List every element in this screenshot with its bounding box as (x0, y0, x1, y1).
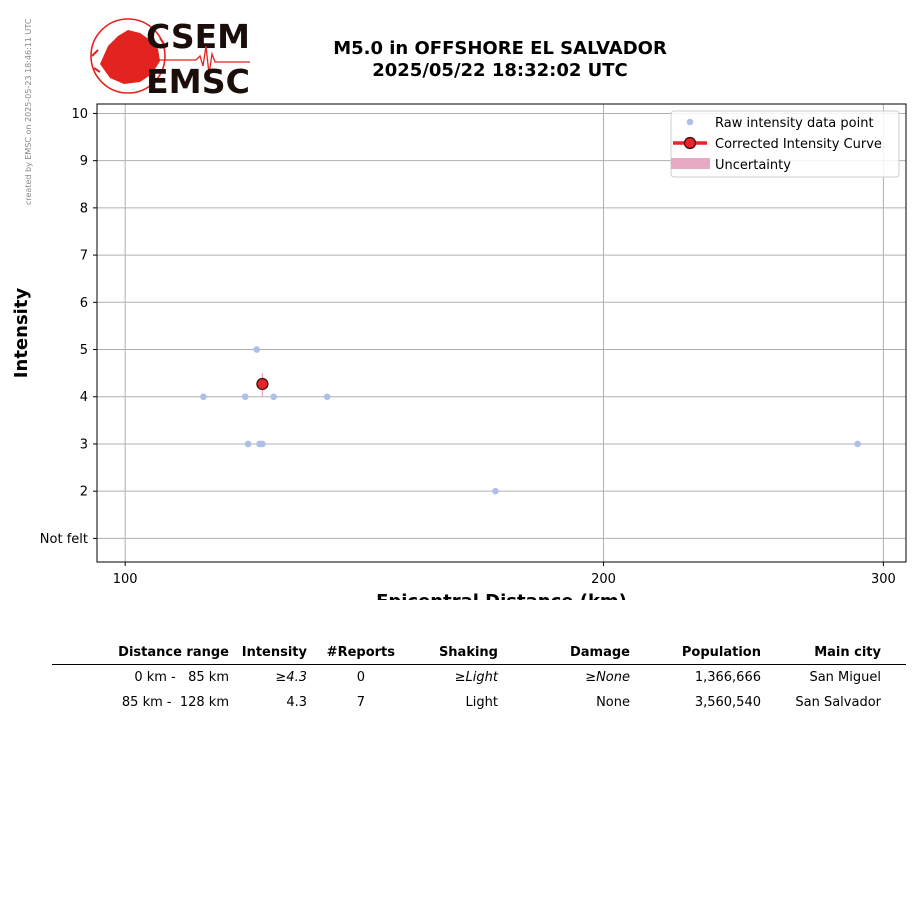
x-tick-label: 200 (591, 572, 616, 587)
legend-label: Corrected Intensity Curve (715, 137, 882, 152)
cell-shaking: ≥Light (454, 670, 498, 685)
chart-title: M5.0 in OFFSHORE EL SALVADOR 2025/05/22 … (290, 38, 710, 82)
y-tick-label: 3 (80, 437, 88, 452)
legend-label: Raw intensity data point (715, 116, 874, 131)
raw-data-point (323, 393, 331, 401)
legend-label: Uncertainty (715, 158, 791, 173)
table-row: 0 km - 85 km ≥4.3 0 ≥Light ≥None 1,366,6… (52, 665, 906, 690)
col-main-city: Main city (814, 644, 881, 660)
col-reports: #Reports (326, 644, 395, 660)
y-tick-label: 7 (80, 249, 88, 264)
logo-text-csem: CSEM (146, 17, 250, 56)
cell-intensity: ≥4.3 (275, 670, 307, 685)
y-tick-label: Not felt (40, 532, 88, 547)
legend-patch-uncertainty (671, 158, 710, 169)
intensity-table: Distance range Intensity #Reports Shakin… (52, 640, 906, 715)
corrected-intensity-point (256, 377, 269, 391)
col-damage: Damage (569, 644, 630, 660)
cell-reports: 7 (356, 695, 365, 710)
intensity-chart: Not felt 2 3 4 5 6 7 8 9 10 100 200 300 Epicentral Di… (11, 103, 907, 600)
cell-main-city: San Salvador (795, 695, 881, 710)
legend-marker-curve (683, 136, 697, 150)
legend-box (670, 110, 900, 178)
raw-data-point (270, 393, 277, 401)
x-tick-label: 100 (113, 572, 138, 587)
cell-distance-range: 85 km - 128 km (121, 695, 229, 710)
y-axis-label: Intensity (11, 288, 32, 379)
logo-globe-map (100, 30, 160, 84)
logo-text-emsc: EMSC (146, 62, 250, 100)
y-tick-label: 6 (80, 296, 88, 311)
cell-reports: 0 (356, 670, 365, 685)
cell-damage: ≥None (585, 670, 630, 685)
legend-marker-raw (686, 118, 694, 126)
raw-data-point (256, 440, 263, 448)
y-tick-label: 2 (80, 485, 88, 500)
y-tick-label: 4 (80, 390, 88, 405)
y-tick-label: 8 (80, 201, 88, 216)
cell-main-city: San Miguel (809, 670, 881, 685)
cell-population: 1,366,666 (694, 670, 761, 685)
x-tick-label: 300 (871, 572, 896, 587)
title-event: M5.0 in OFFSHORE EL SALVADOR (333, 38, 667, 59)
emsc-logo: CSEM EMSC (90, 17, 250, 100)
x-axis-label: Epicentral Distance (km) (376, 591, 627, 600)
cell-distance-range: 0 km - 85 km (134, 670, 229, 685)
table-header-row: Distance range Intensity #Reports Shakin… (52, 640, 906, 665)
cell-shaking: Light (465, 695, 498, 710)
cell-damage: None (596, 695, 630, 710)
cell-intensity: 4.3 (286, 695, 307, 710)
col-population: Population (681, 644, 761, 660)
raw-data-point (854, 440, 861, 448)
table-row: 85 km - 128 km 4.3 7 Light None 3,560,54… (52, 690, 906, 715)
raw-data-point (492, 487, 499, 495)
cell-population: 3,560,540 (694, 695, 761, 710)
raw-data-point (253, 346, 261, 353)
col-intensity: Intensity (241, 644, 307, 660)
logo-seismogram (146, 45, 250, 75)
col-distance-range: Distance range (118, 644, 229, 660)
col-shaking: Shaking (438, 644, 498, 660)
y-tick-label: 5 (80, 343, 88, 358)
title-datetime: 2025/05/22 18:32:02 UTC (372, 60, 628, 81)
raw-data-point (241, 393, 249, 401)
raw-data-point (244, 440, 252, 448)
watermark-text: created by EMSC on 2025-05-23 18:46:11 U… (24, 18, 33, 205)
y-tick-label: 9 (80, 154, 88, 169)
plot-frame (96, 103, 907, 563)
creation-watermark: created by EMSC on 2025-05-23 18:46:11 U… (24, 18, 33, 205)
raw-data-point (200, 393, 207, 401)
y-tick-label: 10 (71, 107, 88, 122)
